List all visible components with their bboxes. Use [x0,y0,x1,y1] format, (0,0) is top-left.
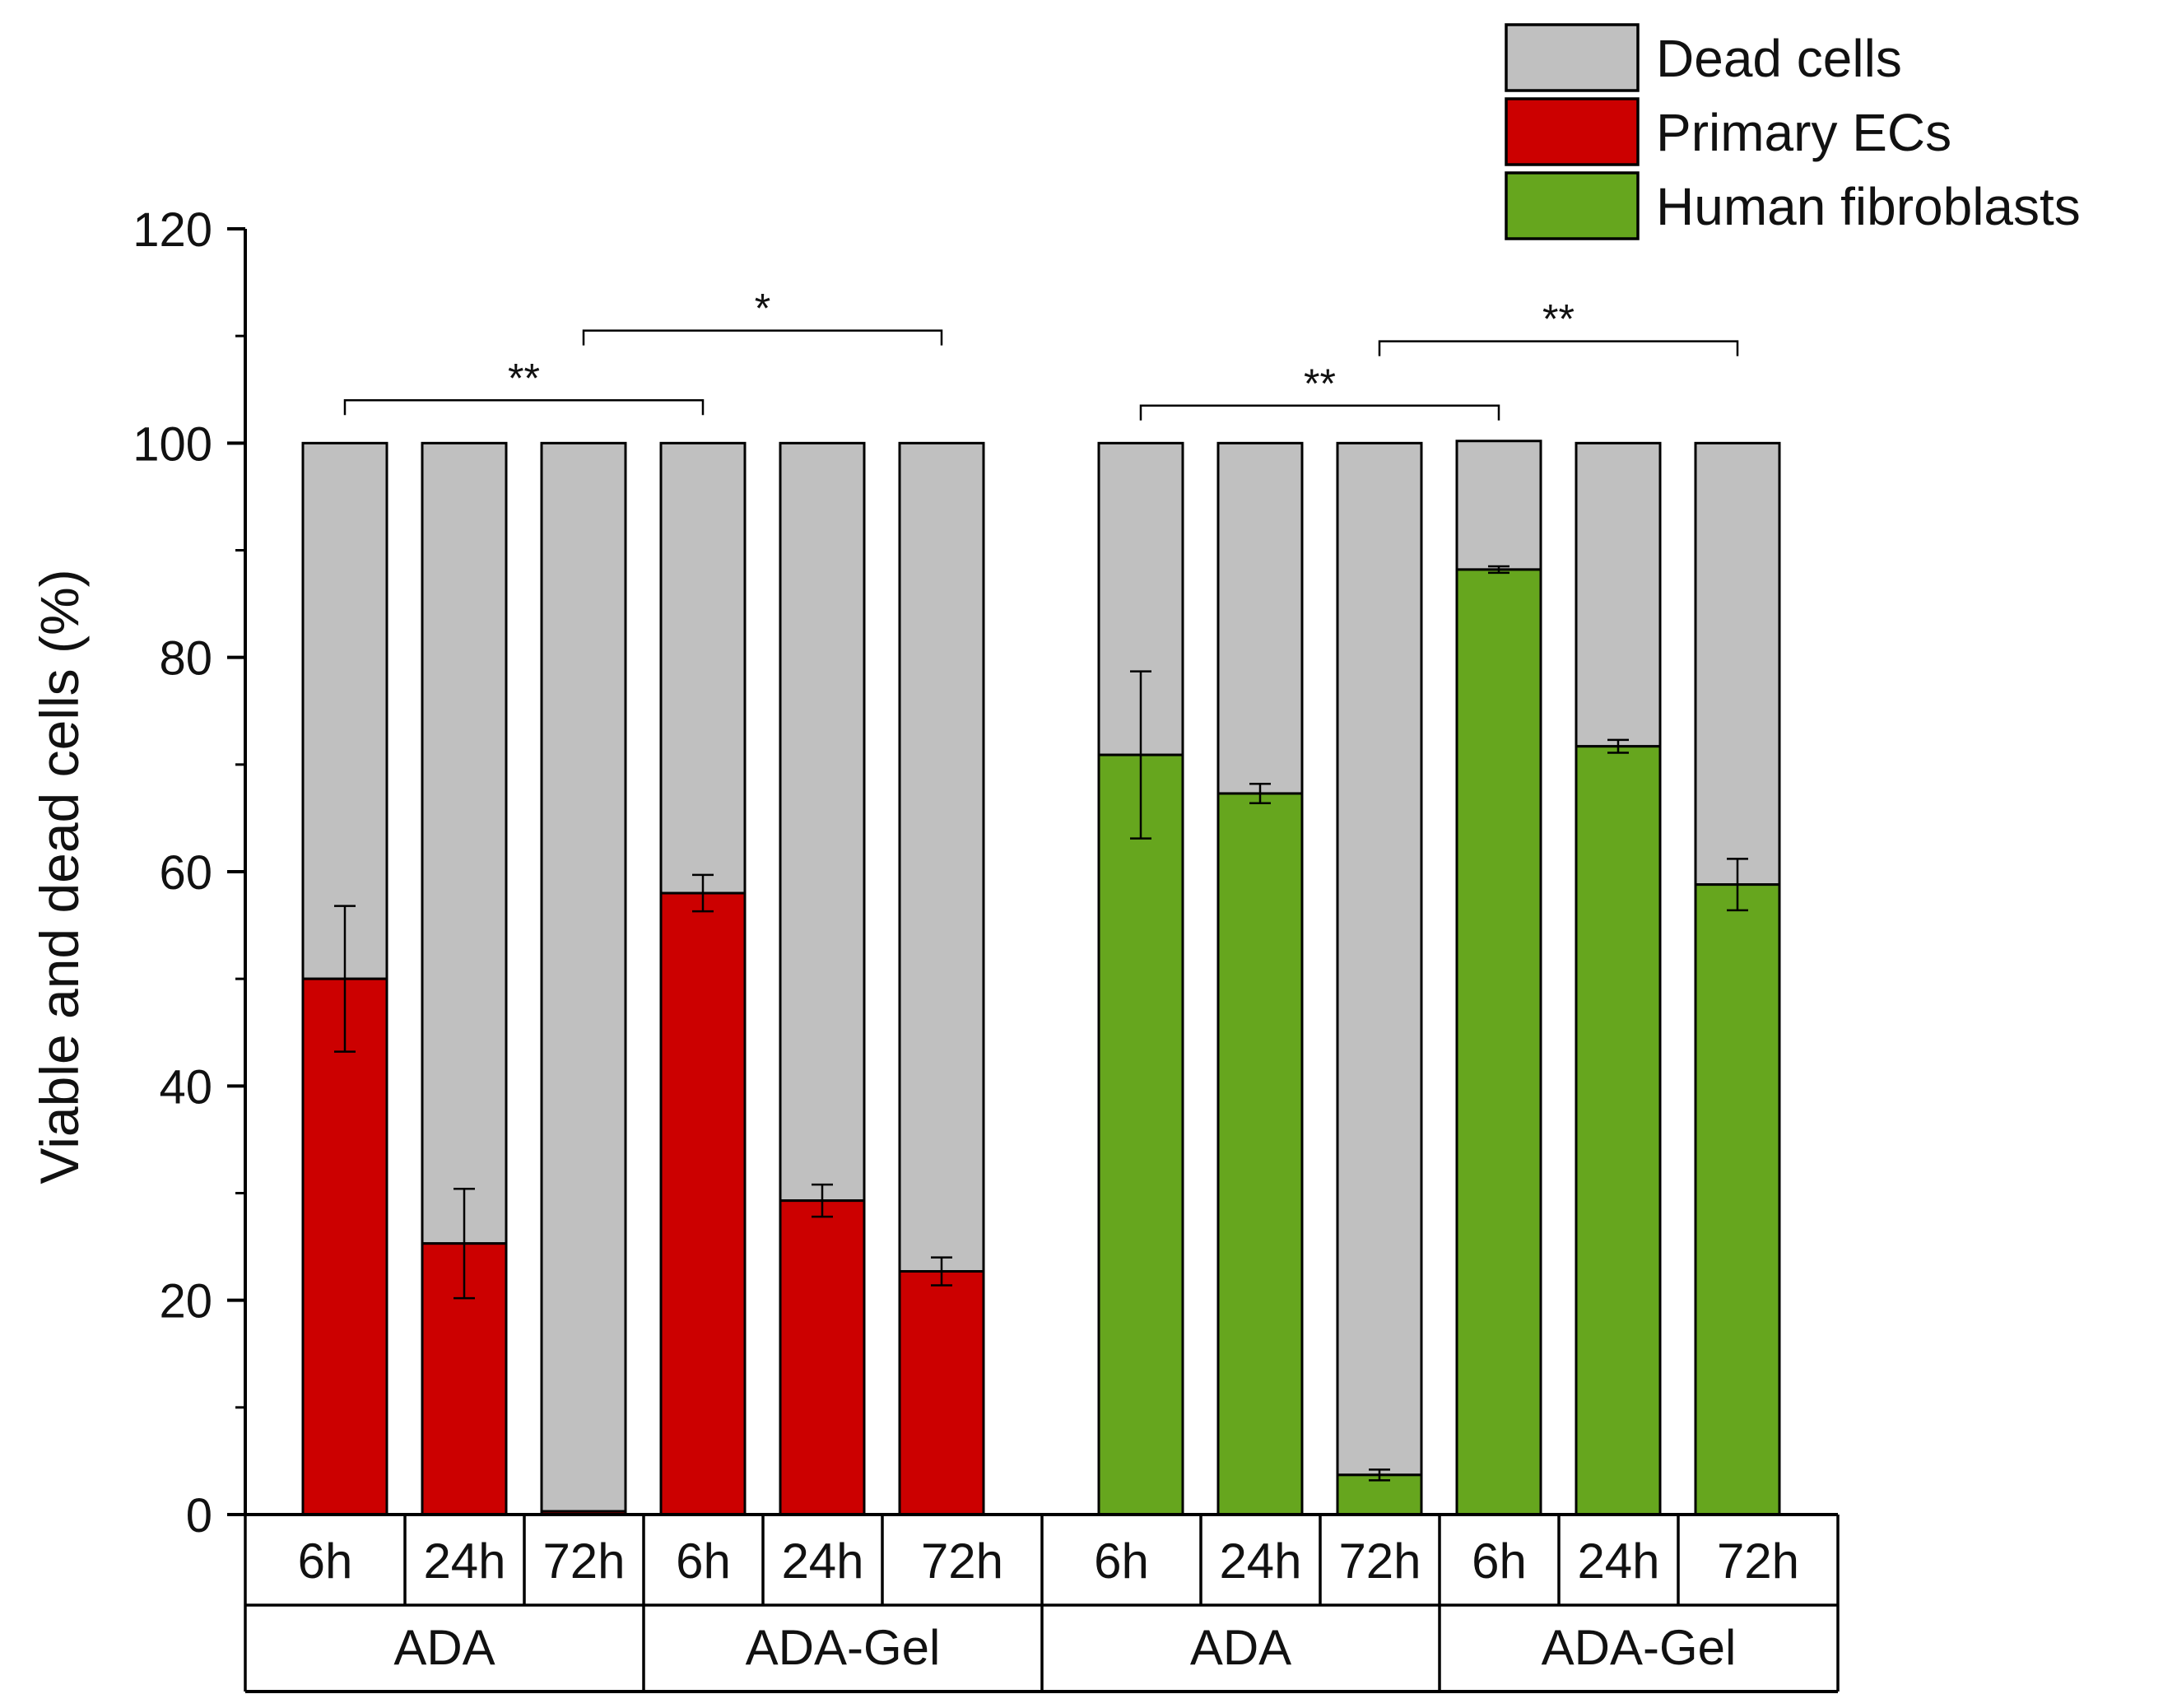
y-tick-label: 40 [159,1060,212,1114]
bar-dead-segment [301,441,388,980]
time-label: 6h [298,1533,353,1589]
y-tick-label: 60 [159,846,212,900]
legend: Dead cells Primary ECs Human fibroblasts [1505,23,2081,240]
y-axis-title: Viable and dead cells (%) [29,569,90,1184]
y-tick-label: 80 [159,632,212,686]
y-tick-label: 20 [159,1275,212,1329]
material-label: ADA-Gel [746,1620,941,1675]
time-label: 24h [1577,1533,1659,1589]
bar-viable-segment [659,891,747,1516]
significance-label: ** [1542,296,1575,342]
legend-swatch [1505,97,1640,166]
legend-label: Primary ECs [1656,103,1951,162]
significance-bracket [1378,340,1739,356]
y-tick-label: 120 [133,203,212,257]
bar-dead-segment [421,441,508,1245]
significance-bracket [582,329,943,346]
bar-viable-segment [1575,745,1662,1516]
time-label: 24h [781,1533,863,1589]
material-label: ADA [1190,1620,1291,1675]
bar-dead-segment [659,441,747,895]
y-tick-label: 100 [133,417,212,471]
bar-dead-segment [1694,441,1781,887]
time-label: 72h [542,1533,625,1589]
legend-swatch [1505,171,1640,240]
significance-bracket [343,399,705,416]
bar-viable-segment [1455,568,1542,1516]
bar-viable-segment [1216,792,1304,1516]
y-tick-label: 0 [186,1489,212,1543]
significance-label: * [755,286,770,332]
bar-viable-segment [1694,883,1781,1516]
time-label: 24h [423,1533,505,1589]
significance-bracket [1139,404,1500,421]
bar-viable-segment [1336,1473,1423,1516]
bar-dead-segment [1216,441,1304,795]
bar-dead-segment [1455,440,1542,571]
bar-dead-segment [1575,441,1662,748]
time-label: 24h [1219,1533,1301,1589]
time-label: 72h [921,1533,1003,1589]
time-label: 72h [1717,1533,1799,1589]
plot-area: 0 20 40 60 80 100 120 6h 24h 72h 6h 24h 72h 6h 24h 72h 6… [133,203,1840,1693]
time-label: 6h [1472,1533,1527,1589]
significance-label: ** [508,355,540,401]
bar-viable-segment [1097,753,1184,1516]
time-label: 6h [1094,1533,1149,1589]
bar-viable-segment [779,1199,866,1516]
bar-dead-segment [540,441,627,1513]
bar-viable-segment [301,977,388,1516]
bar-dead-segment [1336,441,1423,1477]
legend-label: Dead cells [1656,29,1902,88]
bar-viable-segment [898,1270,985,1516]
bar-dead-segment [779,441,866,1203]
material-label: ADA-Gel [1542,1620,1737,1675]
time-label: 72h [1338,1533,1421,1589]
bar-dead-segment [898,441,985,1273]
significance-label: ** [1304,361,1336,407]
legend-swatch [1505,23,1640,92]
legend-label: Human fibroblasts [1656,177,2081,236]
material-label: ADA [393,1620,495,1675]
time-label: 6h [676,1533,731,1589]
